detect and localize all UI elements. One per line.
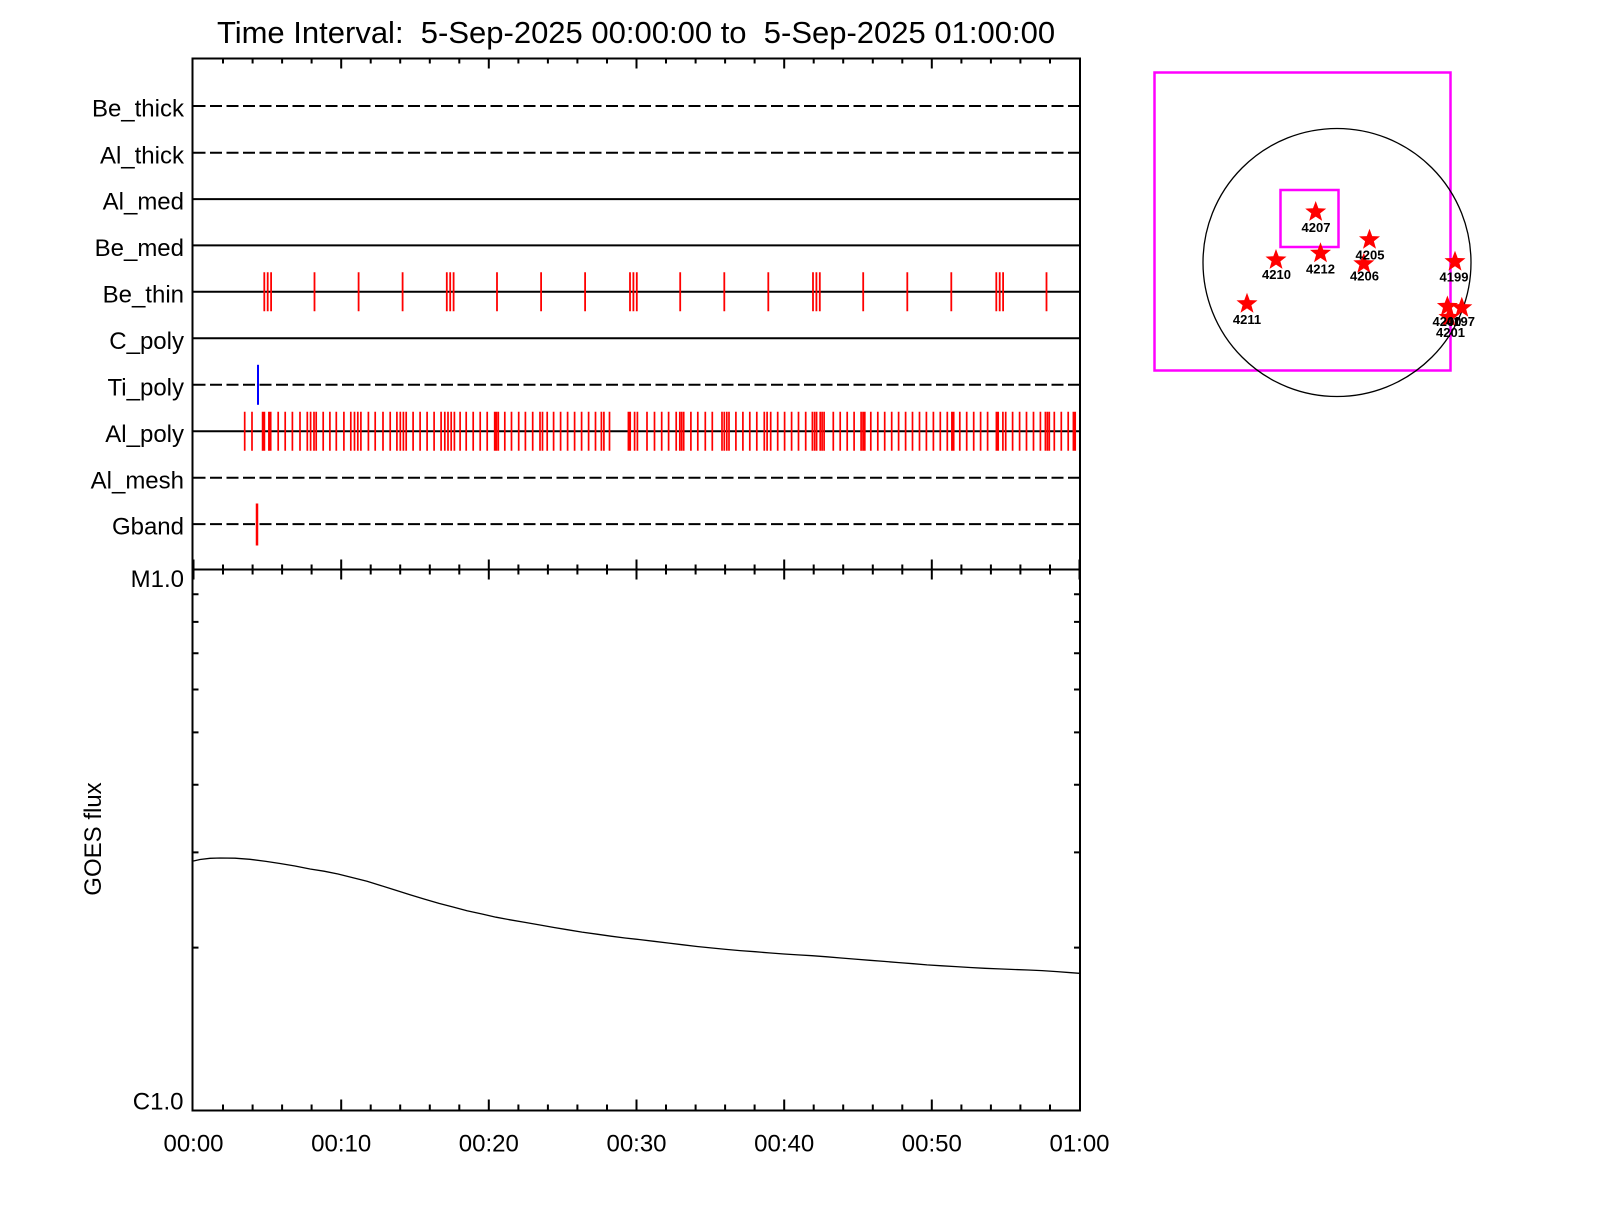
- svg-text:00:40: 00:40: [754, 1131, 814, 1158]
- svg-text:4197: 4197: [1446, 314, 1475, 329]
- svg-text:Be_med: Be_med: [95, 235, 184, 262]
- svg-text:Al_med: Al_med: [103, 189, 184, 216]
- svg-text:Al_mesh: Al_mesh: [91, 467, 184, 494]
- svg-text:4207: 4207: [1302, 220, 1331, 235]
- svg-text:Al_poly: Al_poly: [105, 421, 184, 448]
- svg-text:GOES flux: GOES flux: [80, 782, 107, 895]
- svg-text:4210: 4210: [1262, 267, 1291, 282]
- svg-text:4199: 4199: [1440, 270, 1469, 285]
- svg-text:00:00: 00:00: [163, 1131, 223, 1158]
- svg-text:Ti_poly: Ti_poly: [108, 374, 184, 401]
- svg-text:Be_thick: Be_thick: [92, 96, 185, 123]
- svg-text:C_poly: C_poly: [109, 328, 184, 355]
- svg-text:Gband: Gband: [112, 514, 184, 541]
- svg-text:4200: 4200: [1433, 314, 1462, 329]
- svg-text:C1.0: C1.0: [133, 1089, 184, 1116]
- svg-text:01:00: 01:00: [1049, 1131, 1109, 1158]
- svg-text:00:20: 00:20: [459, 1131, 519, 1158]
- svg-text:Time Interval: 5-Sep-2025 00:: Time Interval: 5-Sep-2025 00:00:00 to 5-…: [217, 15, 1055, 50]
- svg-text:4201: 4201: [1436, 325, 1465, 340]
- svg-text:4212: 4212: [1306, 262, 1335, 277]
- svg-text:Be_thin: Be_thin: [103, 281, 184, 308]
- svg-text:4206: 4206: [1350, 269, 1379, 284]
- svg-text:00:10: 00:10: [311, 1131, 371, 1158]
- svg-text:00:30: 00:30: [606, 1131, 666, 1158]
- svg-text:Al_thick: Al_thick: [100, 142, 185, 169]
- svg-text:00:50: 00:50: [902, 1131, 962, 1158]
- svg-text:M1.0: M1.0: [131, 566, 184, 593]
- svg-text:4205: 4205: [1356, 248, 1385, 263]
- svg-text:4211: 4211: [1233, 312, 1261, 327]
